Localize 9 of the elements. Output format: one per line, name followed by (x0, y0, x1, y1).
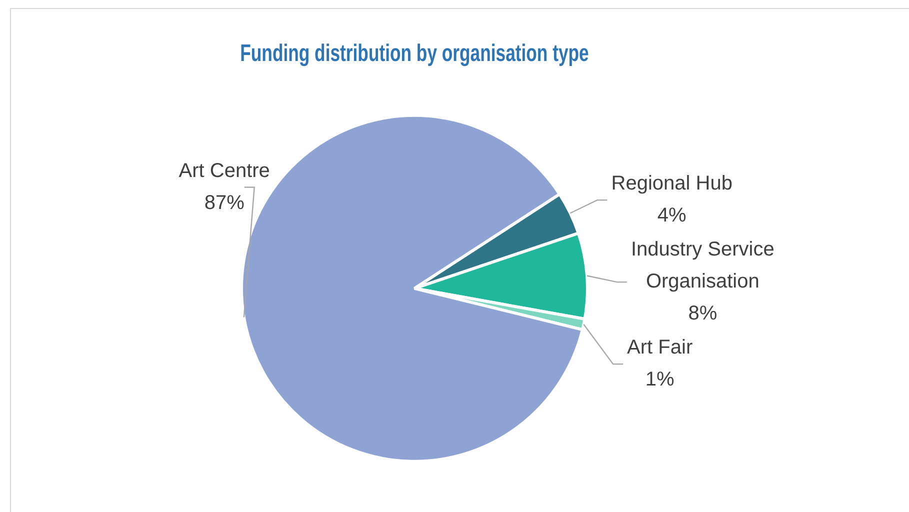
data-label: 8% (688, 302, 718, 325)
slice-label: Art Fair (627, 336, 693, 359)
data-label: 4% (657, 204, 687, 227)
chart-title: Funding distribution by organisation type (240, 40, 589, 67)
data-label: 87% (204, 192, 245, 214)
slice-label: Regional Hub (611, 172, 732, 195)
slice-label: Art Centre (178, 160, 270, 182)
slice-label: Industry Service Organisation (630, 238, 774, 293)
data-label: 1% (645, 368, 675, 391)
